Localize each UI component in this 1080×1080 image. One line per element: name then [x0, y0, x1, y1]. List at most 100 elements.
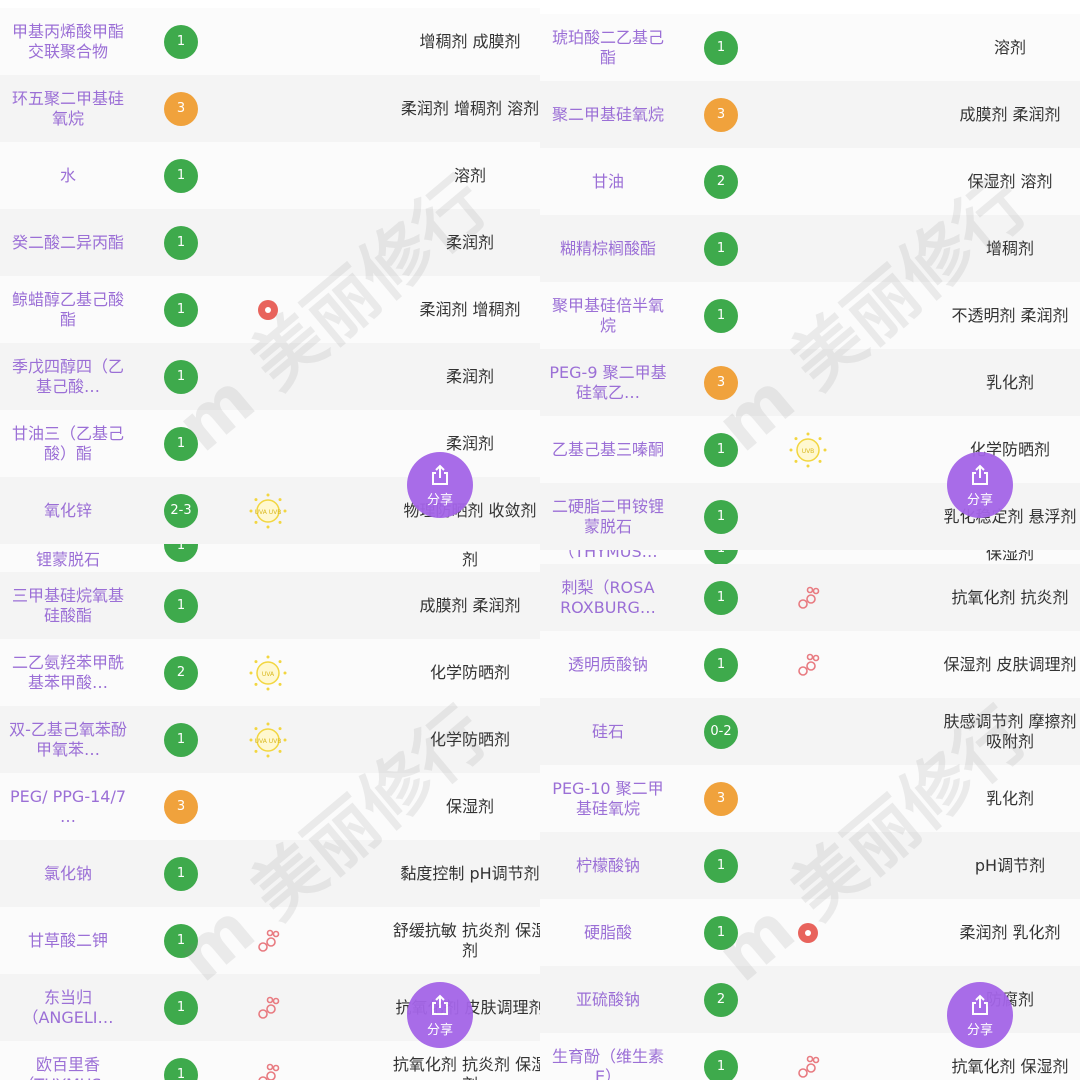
ingredient-function: 成膜剂 柔润剂 — [959, 104, 1061, 124]
ingredient-function: 剂 — [461, 550, 478, 569]
ingredient-name[interactable]: 欧百里香（THYMUS… — [18, 1054, 117, 1080]
ingredient-name[interactable]: 氯化钠 — [43, 863, 92, 883]
safety-score-badge: 2 — [704, 982, 738, 1017]
ingredient-name[interactable]: 甲基丙烯酸甲酯交联聚合物 — [11, 21, 124, 61]
ingredient-row[interactable]: 甘草酸二钾 1 舒缓抗敏 抗炎剂 保湿剂 — [0, 907, 540, 974]
ingredient-row[interactable]: 硬脂酸 1 柔润剂 乳化剂 — [540, 899, 1080, 966]
ingredient-name[interactable]: 二乙氨羟苯甲酰基苯甲酸… — [11, 652, 124, 692]
ingredient-function: 保湿剂 皮肤调理剂 — [943, 654, 1077, 674]
ingredient-row[interactable]: 糊精棕榈酸酯 1 增稠剂 — [540, 215, 1080, 282]
ingredient-row[interactable]: 甘油 2 保湿剂 溶剂 — [540, 148, 1080, 215]
active-ingredient-icon — [248, 1057, 288, 1080]
sun-uva-uvb-icon: UVA UVB — [248, 722, 288, 758]
ingredient-function: 柔润剂 — [445, 433, 494, 453]
safety-score-badge: 0-2 — [704, 714, 738, 749]
ingredient-name[interactable]: 糊精棕榈酸酯 — [559, 238, 656, 258]
ingredient-name[interactable]: 透明质酸钠 — [567, 654, 648, 674]
ingredient-function: 柔润剂 增稠剂 溶剂 — [400, 98, 540, 118]
ingredient-name[interactable]: 三甲基硅烷氧基硅酸酯 — [11, 585, 124, 625]
ingredient-name[interactable]: PEG-9 聚二甲基硅氧乙… — [549, 362, 667, 402]
safety-score-badge: 1 — [164, 292, 198, 327]
ingredient-function: 保湿剂 — [445, 796, 494, 816]
share-button[interactable]: 分享 — [407, 452, 473, 518]
ingredient-row[interactable]: 刺梨（ROSA ROXBURG… 1 抗氧化剂 抗炎剂 — [540, 564, 1080, 631]
ingredient-name[interactable]: 亚硫酸钠 — [575, 989, 640, 1009]
ingredient-row[interactable]: 聚二甲基硅氧烷 3 成膜剂 柔润剂 — [540, 81, 1080, 148]
ingredient-name[interactable]: 癸二酸二异丙酯 — [11, 232, 124, 252]
ingredient-name[interactable]: 生育酚（维生素E） — [551, 1046, 664, 1080]
ingredient-name[interactable]: PEG-10 聚二甲基硅氧烷 — [552, 778, 664, 818]
ingredient-name[interactable]: 季戊四醇四（乙基己酸… — [11, 356, 124, 396]
ingredient-name[interactable]: 硬脂酸 — [583, 922, 632, 942]
safety-score-badge: 2 — [164, 655, 198, 690]
ingredient-name[interactable]: 双-乙基己氧苯酚甲氧苯… — [9, 719, 127, 759]
ingredient-name[interactable]: 聚甲基硅倍半氧烷 — [551, 295, 664, 335]
ingredient-row[interactable]: 二乙氨羟苯甲酰基苯甲酸… 2 UVA 化学防晒剂 — [0, 639, 540, 706]
ingredient-name[interactable]: 氧化锌 — [43, 500, 92, 520]
ingredient-name[interactable]: 甘油 — [591, 171, 624, 191]
ingredient-name[interactable]: 锂蒙脱石 — [35, 550, 100, 569]
safety-score-badge: 2 — [704, 164, 738, 199]
ingredient-name[interactable]: 甘油三（乙基己酸）酯 — [11, 423, 124, 463]
ingredient-row[interactable]: 硅石 0-2 肤感调节剂 摩擦剂 吸附剂 — [540, 698, 1080, 765]
acne-risk-icon — [248, 292, 288, 328]
safety-score-badge: 1 — [704, 848, 738, 883]
ingredient-row[interactable]: 甲基丙烯酸甲酯交联聚合物 1 增稠剂 成膜剂 — [0, 8, 540, 75]
share-icon — [972, 464, 988, 485]
ingredient-name[interactable]: 聚二甲基硅氧烷 — [551, 104, 664, 124]
ingredient-name[interactable]: 乙基己基三嗪酮 — [551, 439, 664, 459]
svg-text:UVA: UVA — [262, 671, 275, 678]
ingredient-list-left: 甲基丙烯酸甲酯交联聚合物 1 增稠剂 成膜剂 环五聚二甲基硅氧烷 3 柔润剂 增稠剂 溶剂… — [0, 8, 540, 1080]
share-button[interactable]: 分享 — [947, 982, 1013, 1048]
ingredient-function: 增稠剂 成膜剂 — [419, 31, 521, 51]
ingredient-row[interactable]: 锂蒙脱石 1 剂 — [0, 544, 540, 572]
ingredient-row[interactable]: 癸二酸二异丙酯 1 柔润剂 — [0, 209, 540, 276]
share-button[interactable]: 分享 — [407, 982, 473, 1048]
svg-text:UVA UVB: UVA UVB — [255, 509, 282, 516]
ingredient-function: 乳化剂 — [985, 788, 1034, 808]
ingredient-row[interactable]: 季戊四醇四（乙基己酸… 1 柔润剂 — [0, 343, 540, 410]
ingredient-row[interactable]: 鲸蜡醇乙基己酸酯 1 柔润剂 增稠剂 — [0, 276, 540, 343]
ingredient-row[interactable]: PEG-9 聚二甲基硅氧乙… 3 乳化剂 — [540, 349, 1080, 416]
ingredient-name[interactable]: 硅石 — [591, 721, 624, 741]
safety-score-badge: 1 — [164, 225, 198, 260]
ingredient-function: 不透明剂 柔润剂 — [951, 305, 1069, 325]
ingredient-row[interactable]: 环五聚二甲基硅氧烷 3 柔润剂 增稠剂 溶剂 — [0, 75, 540, 142]
ingredient-function: 成膜剂 柔润剂 — [419, 595, 521, 615]
safety-score-badge: 1 — [704, 580, 738, 615]
safety-score-badge: 1 — [704, 30, 738, 65]
ingredient-row[interactable]: 聚甲基硅倍半氧烷 1 不透明剂 柔润剂 — [540, 282, 1080, 349]
safety-score-badge: 3 — [704, 781, 738, 816]
ingredient-name[interactable]: 刺梨（ROSA ROXBURG… — [560, 577, 656, 617]
ingredient-row[interactable]: 欧百里香（THYMUS… 1 抗氧化剂 抗炎剂 保湿剂 — [0, 1041, 540, 1080]
ingredient-name[interactable]: 东当归（ANGELI… — [22, 987, 114, 1027]
ingredient-row[interactable]: PEG-10 聚二甲基硅氧烷 3 乳化剂 — [540, 765, 1080, 832]
ingredient-row[interactable]: 三甲基硅烷氧基硅酸酯 1 成膜剂 柔润剂 — [0, 572, 540, 639]
ingredient-name[interactable]: 甘草酸二钾 — [27, 930, 108, 950]
ingredient-row[interactable]: 双-乙基己氧苯酚甲氧苯… 1 UVA UVB 化学防晒剂 — [0, 706, 540, 773]
ingredient-name[interactable]: 柠檬酸钠 — [575, 855, 640, 875]
ingredient-row[interactable]: 水 1 溶剂 — [0, 142, 540, 209]
ingredient-function: 抗氧化剂 抗炎剂 保湿剂 — [392, 1054, 540, 1080]
ingredient-name[interactable]: 二硬脂二甲铵锂蒙脱石 — [551, 496, 664, 536]
ingredient-list-right: 琥珀酸二乙基己酯 1 溶剂 聚二甲基硅氧烷 3 成膜剂 柔润剂 甘油 2 保湿剂 溶剂 糊精棕榈酸… — [540, 0, 1080, 1080]
ingredient-row[interactable]: PEG/ PPG-14/7 … 3 保湿剂 — [0, 773, 540, 840]
ingredient-function: 化学防晒剂 — [429, 662, 510, 682]
ingredient-row[interactable]: 柠檬酸钠 1 pH调节剂 — [540, 832, 1080, 899]
ingredient-name[interactable]: 琥珀酸二乙基己酯 — [551, 27, 664, 67]
ingredient-name[interactable]: PEG/ PPG-14/7 … — [9, 786, 127, 826]
safety-score-badge: 2-3 — [164, 493, 198, 528]
ingredient-name[interactable]: 鲸蜡醇乙基己酸酯 — [11, 289, 124, 329]
ingredient-row[interactable]: 透明质酸钠 1 保湿剂 皮肤调理剂 — [540, 631, 1080, 698]
ingredient-name[interactable]: 水 — [59, 165, 76, 185]
ingredient-name[interactable]: （THYMUS… — [558, 550, 658, 561]
ingredient-name[interactable]: 环五聚二甲基硅氧烷 — [11, 88, 124, 128]
svg-text:UVB: UVB — [802, 448, 815, 455]
safety-score-badge: 1 — [164, 856, 198, 891]
ingredient-row[interactable]: （THYMUS… 1 保湿剂 — [540, 550, 1080, 564]
safety-score-badge: 3 — [704, 365, 738, 400]
ingredient-row[interactable]: 氯化钠 1 黏度控制 pH调节剂 — [0, 840, 540, 907]
ingredient-row[interactable]: 琥珀酸二乙基己酯 1 溶剂 — [540, 14, 1080, 81]
share-icon — [432, 994, 448, 1015]
share-button[interactable]: 分享 — [947, 452, 1013, 518]
